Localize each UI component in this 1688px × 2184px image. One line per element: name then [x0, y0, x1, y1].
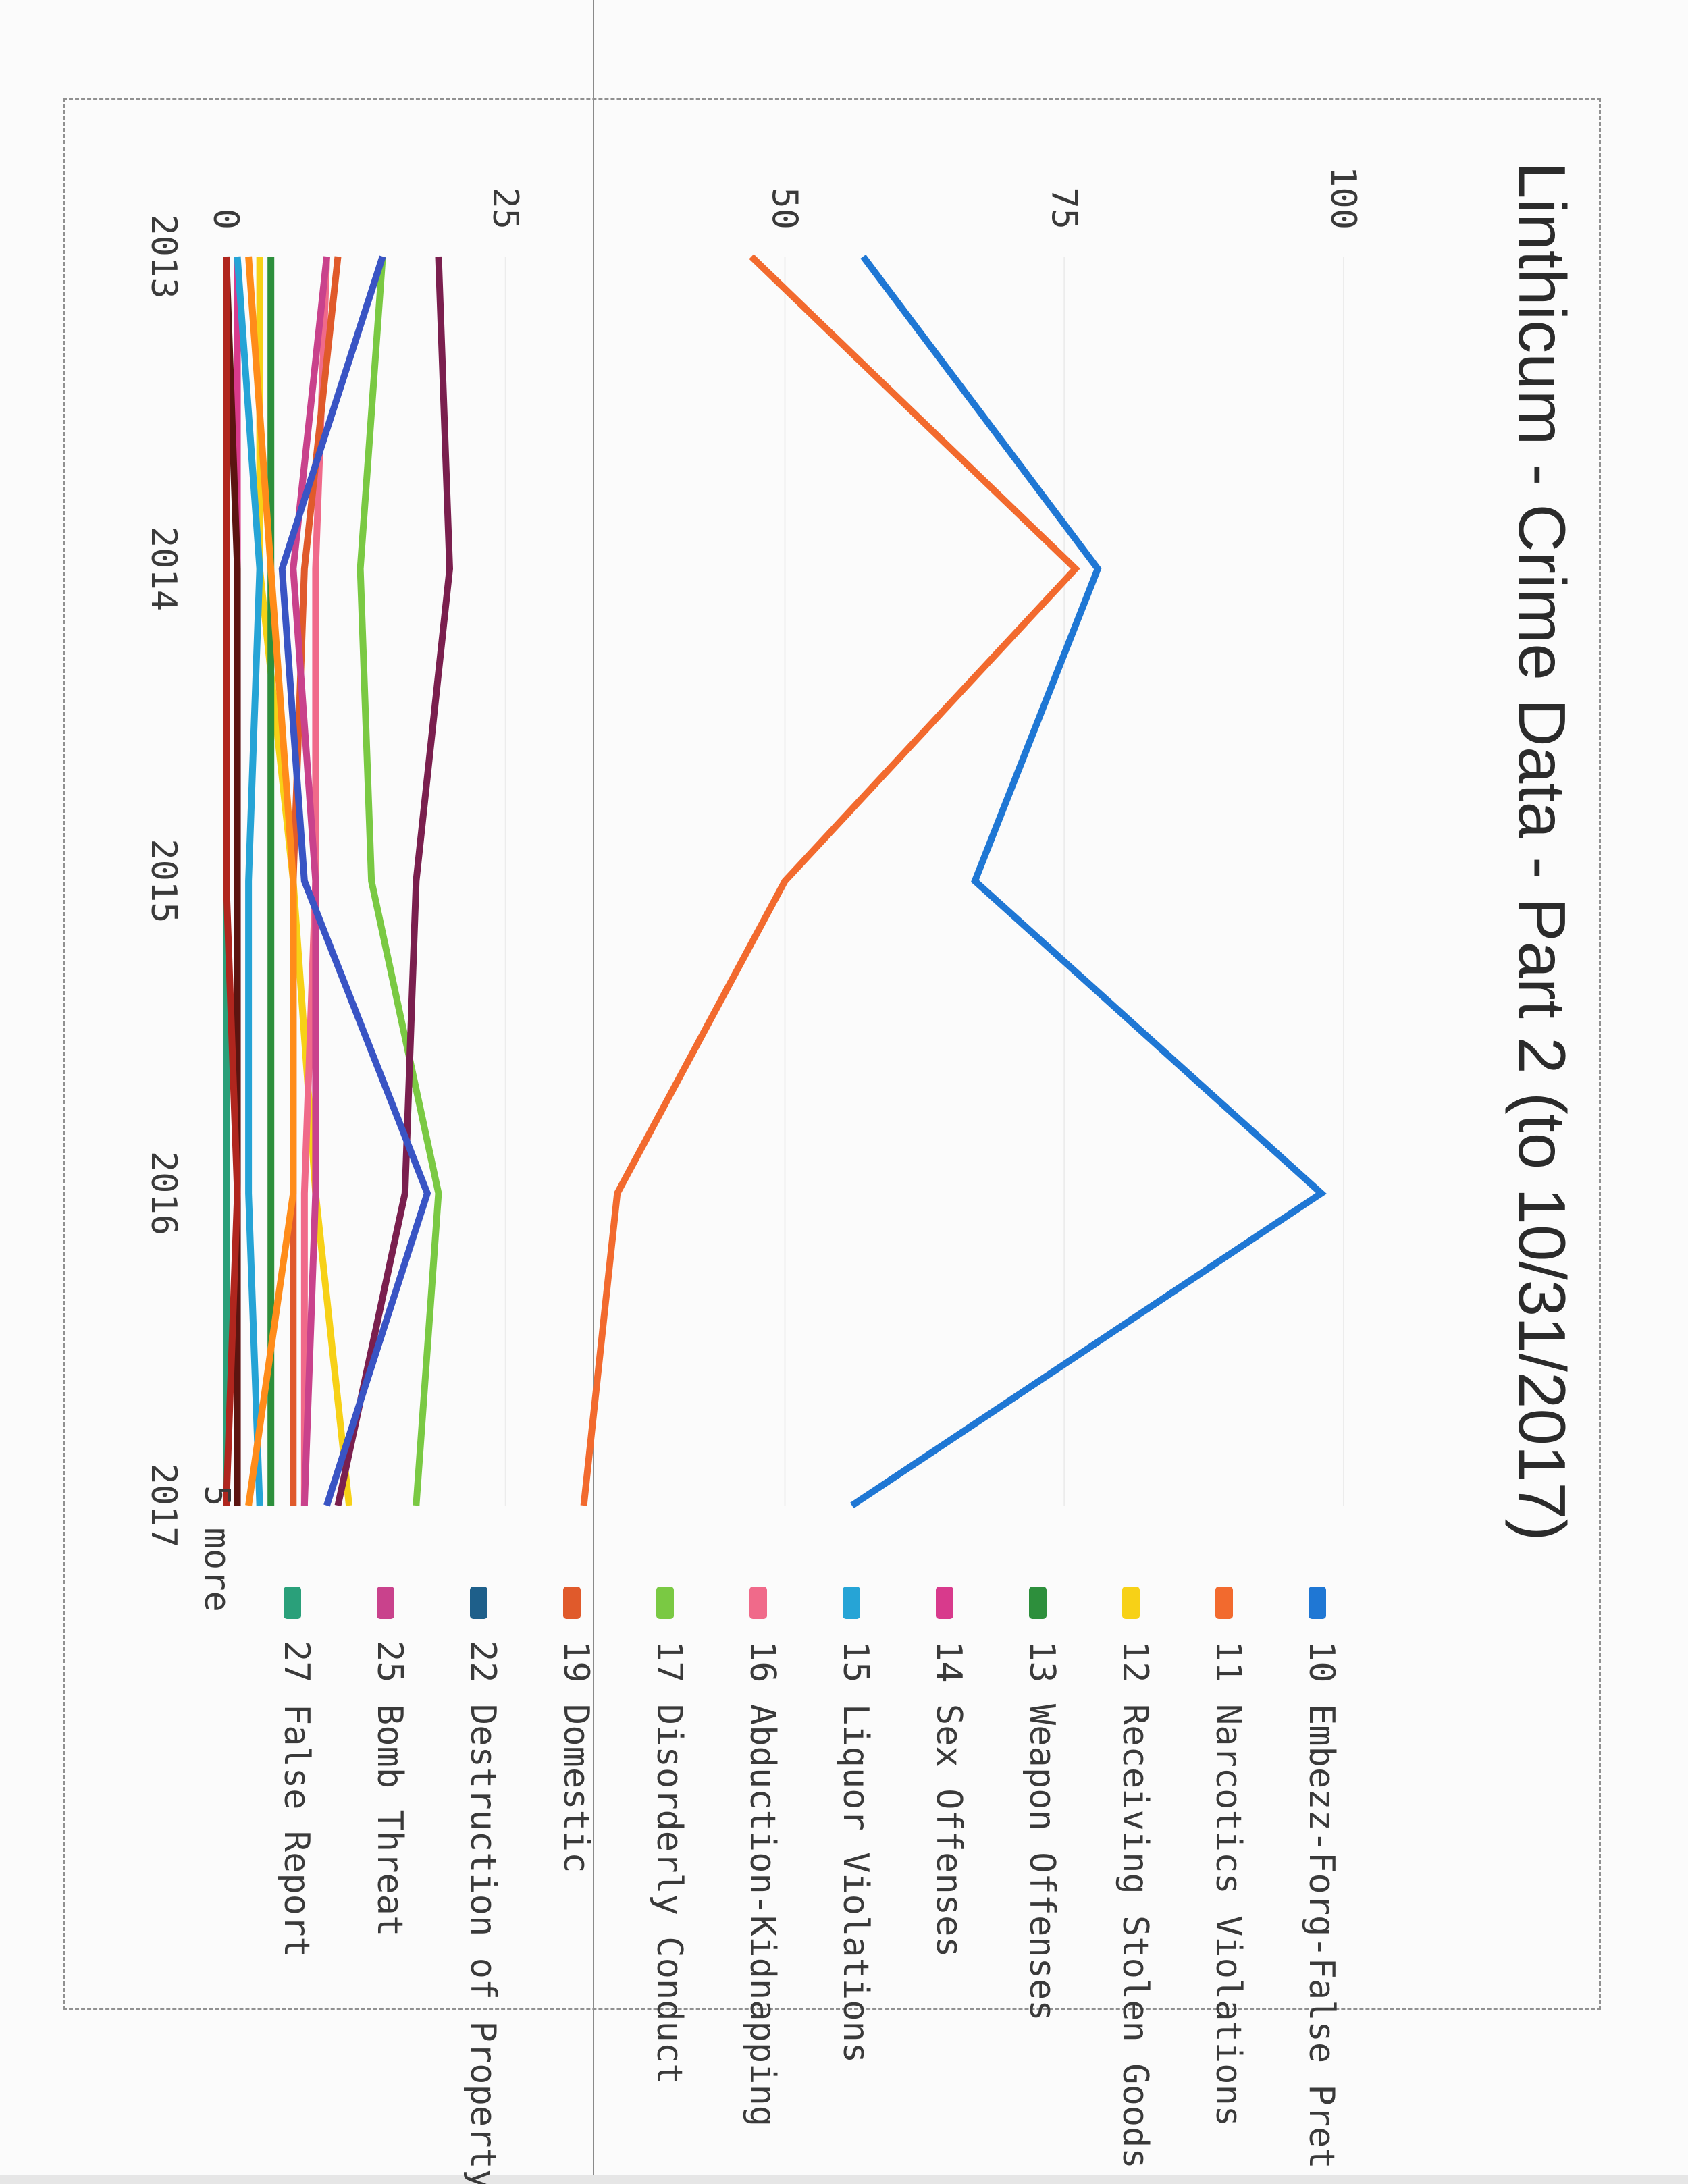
- x-tick-label: 2014: [143, 527, 184, 611]
- legend-label: 15 Liquor Violations: [835, 1641, 876, 2063]
- legend-swatch: [1029, 1587, 1047, 1619]
- series-line-13: [278, 255, 431, 1507]
- series-line-1: [580, 254, 1080, 1506]
- legend-swatch: [1122, 1587, 1140, 1619]
- series-line-7: [357, 256, 442, 1506]
- legend-label: 27 False Report: [276, 1641, 317, 1958]
- legend-more-link[interactable]: 5 more: [196, 1485, 237, 1612]
- legend-swatch: [1309, 1587, 1326, 1619]
- legend-label: 25 Bomb Threat: [369, 1641, 410, 1936]
- page-bottom-strip: [0, 2175, 1688, 2184]
- series-line-5: [234, 256, 263, 1506]
- legend-swatch: [749, 1587, 767, 1619]
- y-tick-label: 50: [764, 187, 805, 230]
- legend-swatch: [1215, 1587, 1233, 1619]
- legend: 10 Embezz-Forg-False Pret 11 Narcotics Vi…: [196, 1485, 1342, 2184]
- legend-swatch: [656, 1587, 674, 1619]
- x-tick-label: 2013: [143, 214, 184, 298]
- legend-label: 13 Weapon Offenses: [1022, 1641, 1062, 2021]
- legend-swatch: [563, 1587, 581, 1619]
- series-line-12: [334, 256, 454, 1507]
- legend-label: 17 Disorderly Conduct: [649, 1641, 689, 2084]
- legend-label: 10 Embezz-Forg-False Pret: [1301, 1641, 1342, 2169]
- y-tick-label: 25: [485, 187, 525, 230]
- series-line-10: [290, 256, 330, 1506]
- series-line-16: [223, 257, 241, 1506]
- chart-frame: [63, 98, 1601, 2010]
- legend-label: 11 Narcotics Violations: [1208, 1641, 1248, 2127]
- legend-label: 12 Receiving Stolen Goods: [1115, 1641, 1155, 2169]
- y-tick-label: 100: [1323, 166, 1363, 230]
- legend-label: 16 Abduction-Kidnapping: [742, 1641, 783, 2127]
- legend-swatch: [936, 1587, 953, 1619]
- x-axis-ticks: 2013 2014 2015 2016 2017: [143, 214, 184, 1547]
- series-line-14: [245, 256, 297, 1506]
- legend-label: 19 Domestic: [556, 1641, 596, 1873]
- legend-swatch: [284, 1587, 301, 1619]
- y-tick-label: 75: [1043, 187, 1084, 230]
- x-tick-label: 2017: [143, 1463, 184, 1547]
- y-tick-label: 0: [205, 209, 246, 230]
- legend-swatch: [843, 1587, 860, 1619]
- series-lines: [223, 254, 1327, 1509]
- series-line-0: [850, 254, 1327, 1509]
- y-axis-ticks: 0 25 50 75 100: [205, 166, 1363, 230]
- x-tick-label: 2016: [143, 1151, 184, 1235]
- x-tick-label: 2015: [143, 838, 184, 923]
- legend-swatch: [470, 1587, 487, 1619]
- scan-artifact-line: [593, 0, 594, 2184]
- legend-label: 14 Sex Offenses: [928, 1641, 969, 1958]
- series-line-15: [223, 256, 241, 1506]
- legend-label: 22 Destruction of Property: [463, 1641, 503, 2184]
- chart-title: Linthicum - Crime Data - Part 2 (to 10/3…: [1505, 162, 1579, 1541]
- legend-swatch: [377, 1587, 394, 1619]
